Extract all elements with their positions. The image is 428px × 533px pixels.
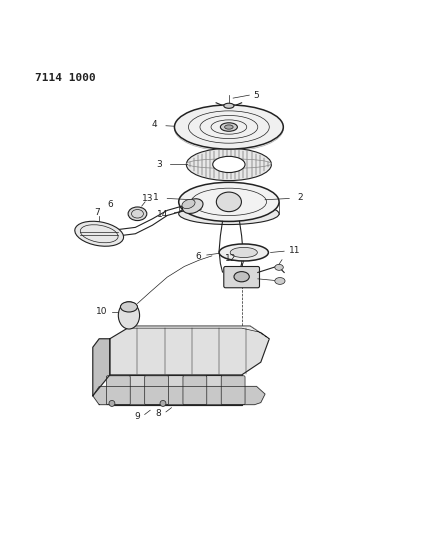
Ellipse shape	[224, 103, 234, 108]
Ellipse shape	[179, 182, 279, 221]
Text: 10: 10	[95, 308, 107, 317]
Ellipse shape	[234, 272, 249, 282]
FancyBboxPatch shape	[183, 376, 207, 405]
Ellipse shape	[219, 244, 268, 261]
Text: 14: 14	[157, 210, 169, 219]
FancyBboxPatch shape	[224, 266, 259, 288]
Ellipse shape	[220, 123, 238, 131]
Polygon shape	[131, 326, 269, 339]
Text: 9: 9	[134, 411, 140, 421]
Text: 1: 1	[153, 193, 159, 202]
Polygon shape	[93, 386, 265, 405]
Ellipse shape	[175, 105, 283, 149]
Polygon shape	[93, 339, 110, 396]
Ellipse shape	[120, 302, 137, 312]
Ellipse shape	[225, 125, 233, 129]
Ellipse shape	[160, 400, 166, 406]
Text: 6: 6	[196, 252, 201, 261]
Polygon shape	[110, 375, 242, 405]
Text: 13: 13	[143, 195, 154, 204]
Text: 6: 6	[107, 200, 113, 209]
Ellipse shape	[186, 148, 271, 181]
Ellipse shape	[182, 199, 195, 208]
Ellipse shape	[75, 221, 124, 246]
Text: 11: 11	[289, 246, 300, 255]
Ellipse shape	[275, 278, 285, 285]
Ellipse shape	[109, 400, 115, 406]
Ellipse shape	[128, 207, 147, 221]
FancyBboxPatch shape	[221, 376, 245, 405]
Polygon shape	[110, 326, 269, 375]
Ellipse shape	[275, 264, 283, 270]
Text: 7114 1000: 7114 1000	[36, 73, 96, 83]
Text: 12: 12	[225, 254, 237, 263]
Text: 4: 4	[152, 120, 157, 130]
Ellipse shape	[216, 192, 241, 212]
FancyBboxPatch shape	[145, 376, 169, 405]
Text: 5: 5	[254, 91, 259, 100]
Ellipse shape	[230, 247, 257, 257]
Ellipse shape	[182, 199, 203, 214]
Ellipse shape	[179, 203, 279, 224]
Text: 2: 2	[297, 193, 303, 202]
Text: 7: 7	[94, 208, 100, 217]
Ellipse shape	[213, 156, 245, 173]
Text: 3: 3	[157, 160, 163, 169]
Text: 8: 8	[156, 409, 162, 418]
FancyBboxPatch shape	[107, 376, 130, 405]
Ellipse shape	[118, 302, 140, 329]
